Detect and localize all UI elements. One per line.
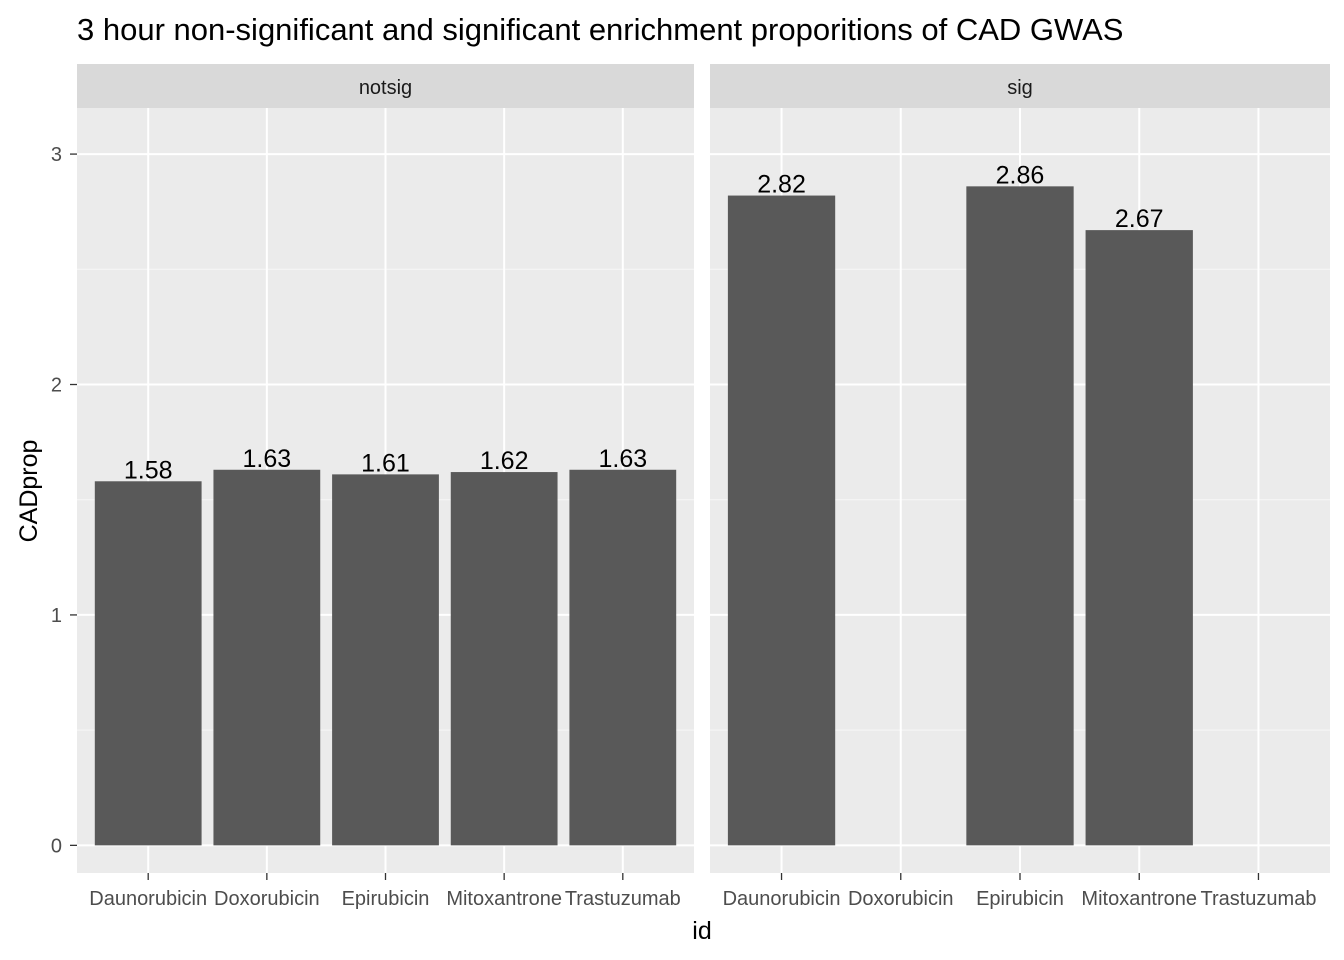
bar-trastuzumab [569, 469, 677, 846]
y-axis-title: CADprop [15, 440, 43, 543]
data-label: 1.63 [243, 445, 292, 473]
x-tick-label: Epirubicin [976, 888, 1064, 910]
facet-strip-label: notsig [359, 77, 412, 99]
y-tick-label: 2 [51, 375, 62, 397]
x-tick-label: Trastuzumab [1200, 888, 1316, 910]
facet-panels: 0 1 2 3 notsig 1.58 1.63 1.61 1.62 1.63 Daunorubic… [51, 64, 1330, 910]
data-label: 1.61 [361, 449, 410, 477]
facet-panel-notsig: notsig 1.58 1.63 1.61 1.62 1.63 Daunorubicin Do… [77, 64, 694, 910]
x-tick-label: Epirubicin [342, 888, 430, 910]
x-tick-label: Mitoxantrone [1081, 888, 1197, 910]
facet-strip [710, 64, 1330, 108]
y-tick-label: 3 [51, 144, 62, 166]
bar-daunorubicin [94, 481, 202, 846]
x-tick-label: Mitoxantrone [446, 888, 562, 910]
x-tick-label: Daunorubicin [723, 888, 841, 910]
facet-strip [77, 64, 694, 108]
chart-title: 3 hour non-significant and significant e… [77, 12, 1123, 47]
bar-mitoxantrone [450, 472, 558, 846]
data-label: 1.62 [480, 447, 529, 475]
data-label: 2.67 [1115, 205, 1164, 233]
bar-daunorubicin [727, 195, 836, 846]
x-tick-label: Trastuzumab [565, 888, 681, 910]
data-label: 1.63 [598, 445, 647, 473]
facet-panel-sig: sig 2.82 2.86 2.67 Daunorubicin Doxorubicin Ep… [710, 64, 1330, 910]
data-label: 1.58 [124, 456, 173, 484]
bar-mitoxantrone [1085, 230, 1193, 846]
x-tick-label: Doxorubicin [848, 888, 954, 910]
data-label: 2.86 [996, 161, 1045, 189]
y-tick-label: 0 [51, 835, 62, 857]
bar-epirubicin [966, 186, 1074, 846]
facet-strip-label: sig [1007, 77, 1033, 99]
x-tick-label: Doxorubicin [214, 888, 320, 910]
data-label: 2.82 [757, 171, 806, 199]
bar-doxorubicin [213, 469, 321, 846]
x-axis-title: id [692, 917, 711, 945]
y-tick-label: 1 [51, 605, 62, 627]
x-tick-label: Daunorubicin [89, 888, 207, 910]
bar-epirubicin [332, 474, 439, 846]
